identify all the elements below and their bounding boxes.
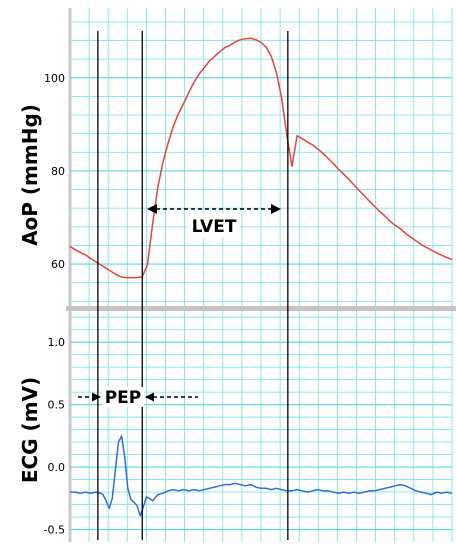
ecg-y-tick-label: -0.5: [44, 524, 65, 537]
pep-arrowhead-left: [92, 392, 101, 402]
ecg-y-tick-label: 0.0: [48, 461, 66, 474]
ecg-grid: [69, 311, 453, 542]
ecg-y-axis-label: ECG (mV): [18, 377, 42, 483]
lvet-arrowhead-left: [147, 204, 157, 214]
lvet-label: LVET: [192, 217, 237, 237]
pep-label: PEP: [105, 388, 142, 408]
aop-y-tick-label: 60: [51, 258, 65, 271]
aop-y-tick-label: 80: [51, 165, 65, 178]
ecg-series-line: [70, 435, 453, 517]
aop-y-tick-label: 100: [44, 72, 65, 85]
ecg-y-tick-label: 1.0: [48, 336, 66, 349]
pep-annotation: PEP: [78, 387, 198, 408]
aop-y-ticks: 60 80 100: [44, 72, 452, 271]
axis-label-area: [0, 0, 70, 550]
ecg-y-ticks: 1.0 0.5 0.0 -0.5: [44, 336, 452, 537]
ecg-y-tick-label: 0.5: [48, 399, 66, 412]
lvet-annotation: LVET: [147, 204, 281, 238]
pep-arrowhead-right: [145, 392, 154, 402]
aop-y-axis-label: AoP (mmHg): [18, 104, 42, 246]
aop-series-line: [69, 37, 453, 279]
event-markers: [97, 31, 289, 540]
lvet-arrowhead-right: [271, 204, 281, 214]
ecg-series: [70, 435, 453, 517]
lvet-label-background: [188, 214, 240, 238]
aop-grid: [69, 8, 453, 306]
pep-label-background: [102, 387, 144, 407]
aop-series: [69, 37, 453, 279]
panel-divider: [66, 306, 456, 311]
